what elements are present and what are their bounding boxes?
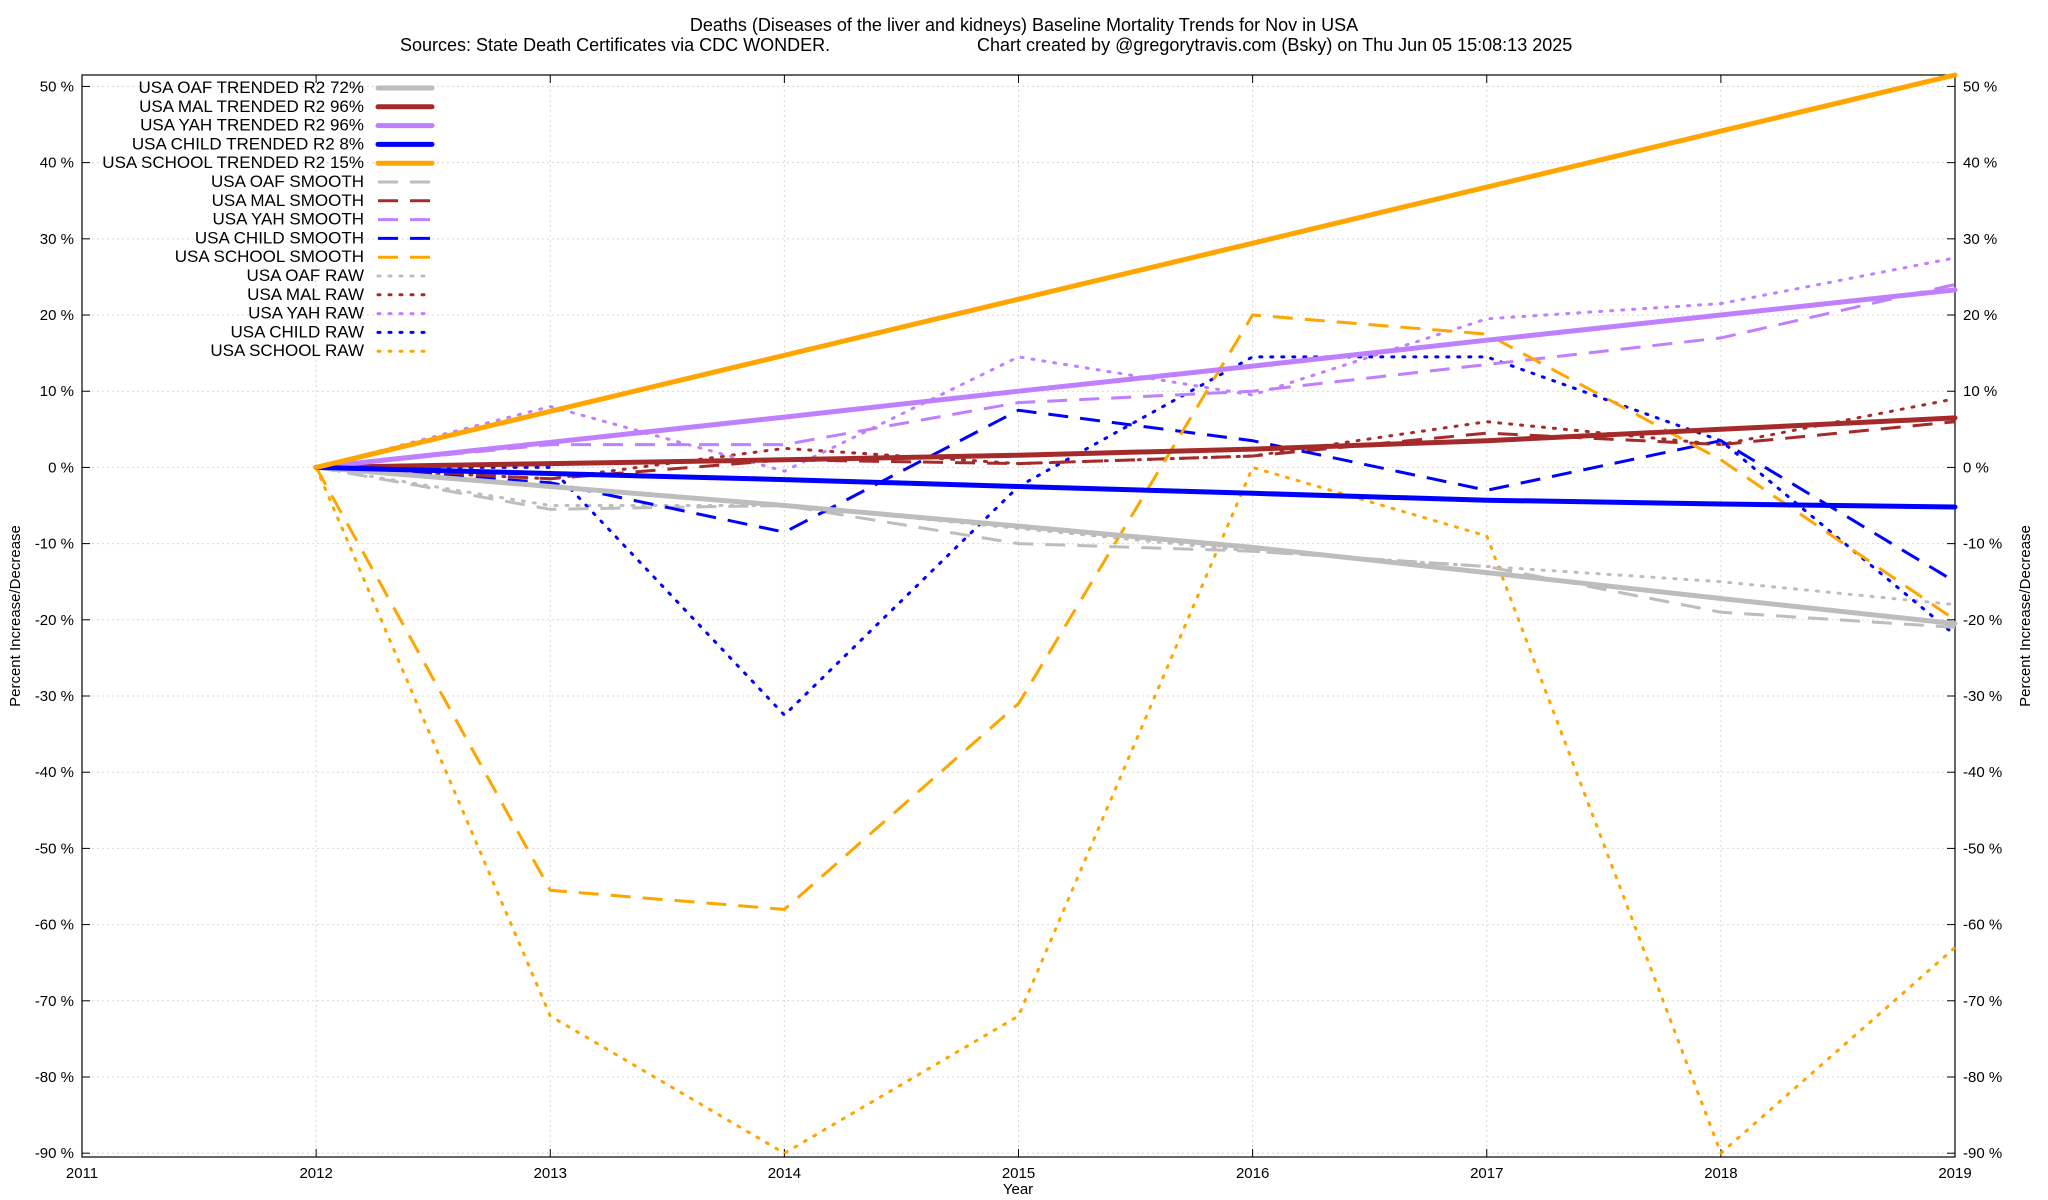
y-tick-label-right: 0 %: [1963, 459, 1989, 476]
y-tick-label-left: 30 %: [40, 231, 74, 248]
y-tick-label-left: -20 %: [35, 612, 74, 629]
series-layer: [313, 72, 1958, 1156]
legend-label-usa-mal-trended-r2-96: USA MAL TRENDED R2 96%: [139, 97, 364, 116]
series-line-usa-child-trended-r2-8: [313, 464, 1958, 510]
legend-label-usa-school-trended-r2-15: USA SCHOOL TRENDED R2 15%: [102, 153, 364, 172]
series-line-usa-oaf-trended-r2-72: [313, 464, 1958, 627]
series-line-usa-school-raw: [314, 465, 1957, 1156]
chart-subtitle-source: Sources: State Death Certificates via CD…: [400, 35, 830, 55]
series-line-usa-yah-trended-r2-96: [313, 287, 1958, 470]
y-tick-label-right: -50 %: [1963, 840, 2002, 857]
y-tick-label-right: -80 %: [1963, 1069, 2002, 1086]
y-tick-label-right: 40 %: [1963, 155, 1997, 172]
x-tick-label: 2019: [1938, 1165, 1971, 1182]
legend-label-usa-mal-raw: USA MAL RAW: [247, 285, 364, 304]
series-line-usa-school-smooth: [314, 313, 1956, 911]
legend-label-usa-oaf-trended-r2-72: USA OAF TRENDED R2 72%: [139, 78, 364, 97]
x-tick-label: 2017: [1470, 1165, 1503, 1182]
y-tick-label-left: -10 %: [35, 536, 74, 553]
x-tick-label: 2016: [1236, 1165, 1269, 1182]
series-line-usa-mal-trended-r2-96: [313, 415, 1958, 470]
y-tick-label-left: 50 %: [40, 78, 74, 95]
x-tick-label: 2013: [534, 1165, 567, 1182]
y-tick-label-right: -70 %: [1963, 993, 2002, 1010]
series-line-usa-oaf-smooth: [315, 465, 1956, 629]
chart-subtitle-credit: Chart created by @gregorytravis.com (Bsk…: [977, 35, 1572, 55]
y-tick-label-right: -10 %: [1963, 536, 2002, 553]
legend-label-usa-child-trended-r2-8: USA CHILD TRENDED R2 8%: [132, 134, 364, 153]
legend: USA OAF TRENDED R2 72%USA MAL TRENDED R2…: [102, 78, 435, 360]
y-tick-label-left: -30 %: [35, 688, 74, 705]
series-line-usa-child-raw: [314, 355, 1957, 718]
axis-ticks: 2011 2012 2013 2014 2015 2016 2017 2018 2019 50 %…: [35, 75, 2002, 1182]
y-tick-label-right: -60 %: [1963, 917, 2002, 934]
y-tick-label-left: -50 %: [35, 840, 74, 857]
y-tick-label-left: -80 %: [35, 1069, 74, 1086]
y-tick-label-left: 0 %: [48, 459, 74, 476]
x-tick-label: 2012: [299, 1165, 332, 1182]
y-tick-label-right: 20 %: [1963, 307, 1997, 324]
legend-label-usa-oaf-raw: USA OAF RAW: [247, 266, 364, 285]
y-tick-label-right: 30 %: [1963, 231, 1997, 248]
x-tick-label: 2015: [1002, 1165, 1035, 1182]
y-tick-label-right: -40 %: [1963, 764, 2002, 781]
y-tick-label-right: -30 %: [1963, 688, 2002, 705]
legend-label-usa-yah-raw: USA YAH RAW: [248, 304, 364, 323]
x-tick-label: 2011: [66, 1165, 98, 1182]
x-axis-label: Year: [1003, 1181, 1033, 1198]
y-tick-label-right: -20 %: [1963, 612, 2002, 629]
y-tick-label-left: -40 %: [35, 764, 74, 781]
series-line-usa-oaf-raw: [314, 465, 1957, 607]
y-tick-label-right: -90 %: [1963, 1145, 2002, 1162]
y-axis-label-left: Percent Increase/Decrease: [7, 525, 24, 707]
legend-label-usa-child-raw: USA CHILD RAW: [230, 322, 364, 341]
y-tick-label-left: 20 %: [40, 307, 74, 324]
legend-label-usa-mal-smooth: USA MAL SMOOTH: [212, 191, 364, 210]
y-tick-label-left: -90 %: [35, 1145, 74, 1162]
legend-label-usa-school-smooth: USA SCHOOL SMOOTH: [175, 247, 364, 266]
series-line-usa-yah-smooth: [315, 283, 1956, 469]
legend-label-usa-yah-smooth: USA YAH SMOOTH: [213, 210, 364, 229]
y-tick-label-right: 50 %: [1963, 78, 1997, 95]
legend-label-usa-school-raw: USA SCHOOL RAW: [210, 341, 364, 360]
legend-label-usa-oaf-smooth: USA OAF SMOOTH: [211, 172, 364, 191]
x-tick-label: 2018: [1704, 1165, 1737, 1182]
series-line-usa-school-trended-r2-15: [313, 72, 1958, 470]
chart-title: Deaths (Diseases of the liver and kidney…: [690, 15, 1358, 35]
legend-label-usa-yah-trended-r2-96: USA YAH TRENDED R2 96%: [140, 116, 364, 135]
legend-label-usa-child-smooth: USA CHILD SMOOTH: [195, 228, 364, 247]
y-tick-label-right: 10 %: [1963, 383, 1997, 400]
y-axis-label-right: Percent Increase/Decrease: [2017, 525, 2034, 707]
y-tick-label-left: -70 %: [35, 993, 74, 1010]
x-tick-label: 2014: [768, 1165, 801, 1182]
y-tick-label-left: 40 %: [40, 155, 74, 172]
y-tick-label-left: 10 %: [40, 383, 74, 400]
y-tick-label-left: -60 %: [35, 917, 74, 934]
